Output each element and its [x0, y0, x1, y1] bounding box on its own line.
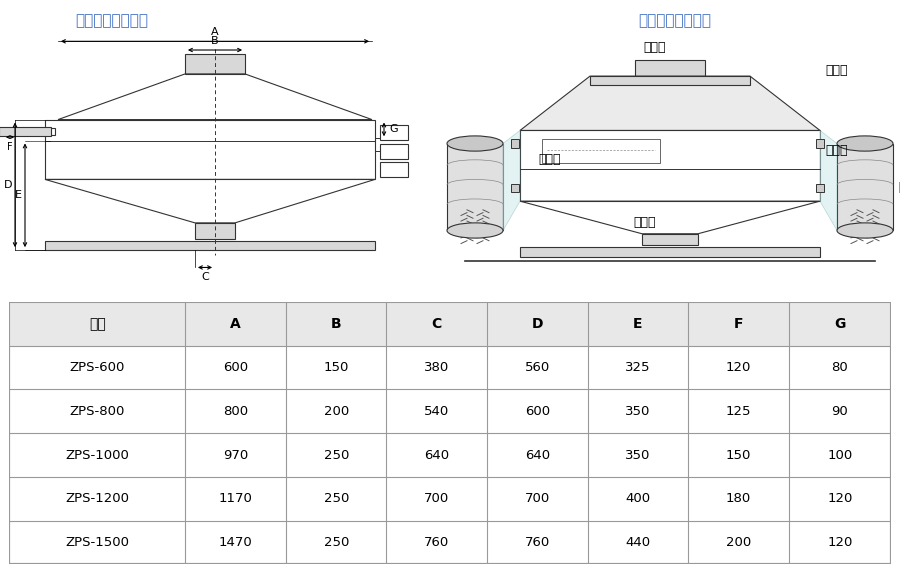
Text: 排杂口: 排杂口	[538, 153, 561, 166]
Text: 700: 700	[525, 492, 550, 505]
Text: B: B	[212, 36, 219, 46]
Text: 150: 150	[725, 449, 752, 462]
Polygon shape	[520, 76, 820, 131]
Text: 350: 350	[626, 449, 651, 462]
Bar	[816, 184, 824, 193]
Text: 90: 90	[832, 405, 848, 418]
Text: 防尘盖: 防尘盖	[825, 64, 848, 77]
Text: 600: 600	[223, 361, 248, 374]
Text: ZPS-800: ZPS-800	[69, 405, 125, 418]
Text: 125: 125	[725, 405, 752, 418]
Bar	[520, 247, 820, 256]
Text: C: C	[201, 272, 209, 282]
Text: 180: 180	[725, 492, 751, 505]
Ellipse shape	[447, 223, 503, 238]
Text: 350: 350	[626, 405, 651, 418]
Text: 400: 400	[626, 492, 651, 505]
Text: 100: 100	[827, 449, 852, 462]
Text: 直排筛外形尺寸图: 直排筛外形尺寸图	[76, 13, 148, 28]
Text: G: G	[834, 317, 845, 331]
Text: 800: 800	[223, 405, 248, 418]
Text: A: A	[212, 27, 219, 37]
Text: 540: 540	[424, 405, 449, 418]
Bar	[837, 144, 893, 230]
Bar	[380, 144, 408, 158]
Text: 250: 250	[323, 449, 349, 462]
Text: 1470: 1470	[219, 536, 253, 549]
Text: E: E	[15, 190, 22, 200]
Text: 700: 700	[424, 492, 449, 505]
Text: 380: 380	[424, 361, 449, 374]
Text: 325: 325	[626, 361, 651, 374]
Text: ZPS-600: ZPS-600	[69, 361, 125, 374]
Bar	[542, 139, 660, 163]
Text: C: C	[432, 317, 442, 331]
Text: ZPS-1200: ZPS-1200	[65, 492, 130, 505]
Text: 970: 970	[223, 449, 248, 462]
Text: 250: 250	[323, 492, 349, 505]
Bar	[590, 76, 750, 85]
Ellipse shape	[447, 136, 503, 151]
Bar	[635, 60, 705, 76]
Bar	[380, 162, 408, 177]
Text: 1170: 1170	[219, 492, 253, 505]
Bar	[45, 120, 375, 180]
Text: 640: 640	[525, 449, 550, 462]
Bar	[816, 139, 824, 148]
Text: 760: 760	[424, 536, 449, 549]
Text: 120: 120	[725, 361, 752, 374]
Text: 440: 440	[626, 536, 651, 549]
Text: F: F	[734, 317, 743, 331]
Text: 200: 200	[324, 405, 349, 418]
Text: 120: 120	[827, 492, 852, 505]
Text: 250: 250	[323, 536, 349, 549]
Text: A: A	[230, 317, 241, 331]
Text: E: E	[633, 317, 643, 331]
Bar	[380, 125, 408, 140]
Text: 进料口: 进料口	[644, 42, 666, 54]
Text: B: B	[331, 317, 341, 331]
Text: 760: 760	[525, 536, 550, 549]
Bar	[185, 54, 245, 74]
Bar	[9, 302, 891, 346]
Text: G: G	[389, 124, 398, 135]
Text: 200: 200	[725, 536, 751, 549]
Polygon shape	[503, 131, 520, 230]
Text: F: F	[7, 142, 13, 152]
Text: ZPS-1000: ZPS-1000	[66, 449, 129, 462]
Text: ZPS-1500: ZPS-1500	[65, 536, 130, 549]
Text: 150: 150	[323, 361, 349, 374]
Bar	[0, 128, 55, 135]
Bar	[0, 127, 51, 136]
Bar	[642, 234, 698, 245]
Text: 120: 120	[827, 536, 852, 549]
Text: 600: 600	[525, 405, 550, 418]
Text: D: D	[532, 317, 543, 331]
Ellipse shape	[837, 136, 893, 151]
Ellipse shape	[837, 223, 893, 238]
Text: 电机: 电机	[898, 181, 900, 193]
Polygon shape	[820, 131, 837, 230]
Text: 上框体: 上框体	[825, 144, 848, 157]
Text: 560: 560	[525, 361, 550, 374]
Text: D: D	[4, 180, 12, 190]
Text: 640: 640	[424, 449, 449, 462]
Text: 直排筛外形结构图: 直排筛外形结构图	[638, 13, 712, 28]
Text: 80: 80	[832, 361, 848, 374]
Bar	[195, 223, 235, 239]
Bar	[447, 144, 503, 230]
Text: 出料口: 出料口	[634, 217, 656, 229]
Bar	[511, 184, 519, 193]
Bar	[45, 241, 375, 250]
Bar	[511, 139, 519, 148]
Bar	[520, 131, 820, 201]
Text: 型号: 型号	[89, 317, 105, 331]
